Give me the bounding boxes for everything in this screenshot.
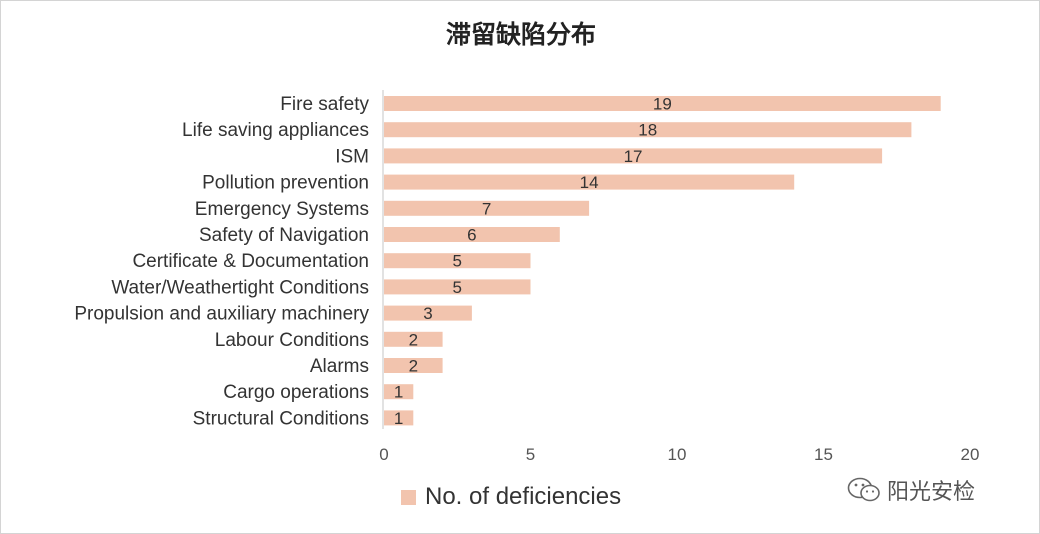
data-label: 7 <box>482 199 491 218</box>
category-label: Emergency Systems <box>195 199 369 220</box>
x-tick-label: 10 <box>668 445 687 464</box>
category-label: Labour Conditions <box>215 330 369 351</box>
bar <box>384 122 912 138</box>
category-label: ISM <box>335 146 369 167</box>
legend: No. of deficiencies <box>401 482 621 512</box>
bar <box>384 358 443 373</box>
bar <box>384 253 531 269</box>
data-label: 6 <box>467 226 476 245</box>
x-tick-label: 0 <box>379 445 388 464</box>
category-label: Life saving appliances <box>182 120 369 141</box>
wechat-icon <box>847 477 880 502</box>
category-label: Pollution prevention <box>202 173 369 194</box>
category-label: Alarms <box>310 356 369 377</box>
category-label: Water/Weathertight Conditions <box>111 277 369 298</box>
data-label: 17 <box>624 147 643 166</box>
category-label: Cargo operations <box>223 382 369 403</box>
x-tick-label: 15 <box>814 445 833 464</box>
bar <box>384 410 414 426</box>
bar <box>384 148 883 164</box>
data-label: 1 <box>394 383 403 402</box>
data-label: 2 <box>409 357 418 376</box>
data-label: 5 <box>453 278 462 297</box>
data-label: 1 <box>394 409 403 428</box>
data-label: 14 <box>580 173 599 192</box>
x-tick-label: 5 <box>526 445 535 464</box>
bar <box>384 96 941 111</box>
data-label: 18 <box>638 121 657 140</box>
legend-swatch <box>401 489 416 505</box>
legend-label: No. of deficiencies <box>425 483 622 510</box>
bar <box>384 227 560 242</box>
bar <box>384 331 443 347</box>
category-label: Propulsion and auxiliary machinery <box>74 304 369 325</box>
bar <box>384 200 590 216</box>
category-label: Fire safety <box>280 94 369 115</box>
watermark: 阳光安检 <box>847 475 975 505</box>
bar <box>384 174 795 190</box>
data-label: 3 <box>423 304 432 323</box>
data-label: 2 <box>409 330 418 349</box>
bar <box>384 279 531 295</box>
category-label: Safety of Navigation <box>199 225 369 246</box>
category-label: Certificate & Documentation <box>132 251 369 272</box>
data-label: 5 <box>453 252 462 271</box>
chart-title: 滞留缺陷分布 <box>445 20 596 49</box>
category-label: Structural Conditions <box>193 408 369 429</box>
data-label: 19 <box>653 95 672 114</box>
watermark-text: 阳光安检 <box>887 480 976 505</box>
bar <box>384 305 472 321</box>
bar <box>384 384 414 400</box>
x-tick-label: 20 <box>961 445 980 464</box>
